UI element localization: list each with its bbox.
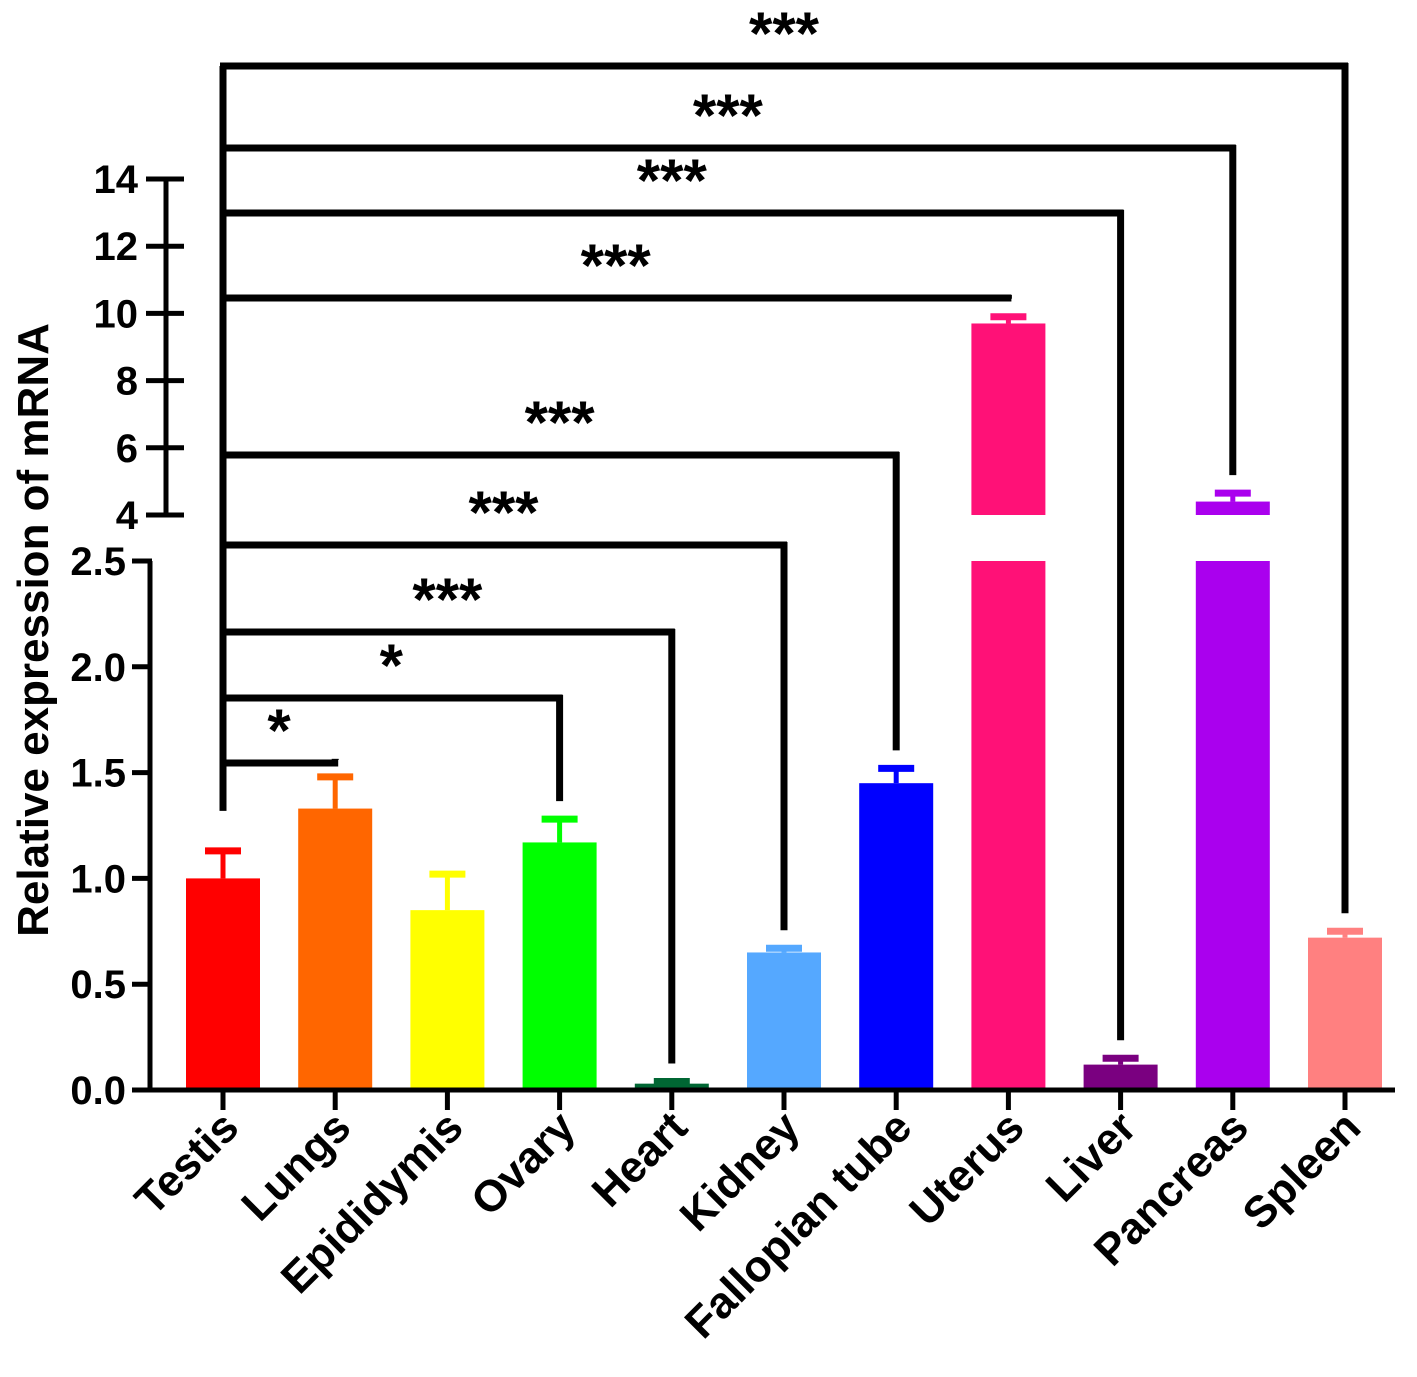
bar xyxy=(522,842,597,1090)
y-tick-label: 1.5 xyxy=(70,752,126,796)
bar-upper-segment xyxy=(971,323,1046,515)
bars xyxy=(186,313,1382,1090)
x-tick-label: Spleen xyxy=(1233,1102,1370,1239)
significance-label: * xyxy=(267,697,291,764)
y-tick-label: 2.5 xyxy=(70,540,126,584)
bar xyxy=(186,878,260,1090)
significance-label: *** xyxy=(525,389,596,456)
y-tick-label: 12 xyxy=(94,225,139,269)
bar xyxy=(1083,1064,1158,1090)
x-tick-label: Uterus xyxy=(900,1102,1033,1235)
bar xyxy=(859,783,934,1090)
bar xyxy=(410,910,485,1090)
bar xyxy=(971,561,1046,1090)
bar xyxy=(298,808,373,1090)
y-tick-label: 1.0 xyxy=(70,857,126,901)
significance-label: *** xyxy=(637,147,708,214)
y-tick-label: 6 xyxy=(116,427,138,471)
y-axis-title: Relative expression of mRNA xyxy=(9,323,58,937)
significance-label: *** xyxy=(749,0,820,67)
bar xyxy=(1195,561,1270,1090)
y-tick-label: 0.5 xyxy=(70,963,126,1007)
significance-label: *** xyxy=(468,479,539,546)
bar xyxy=(1308,937,1382,1090)
y-tick-label: 8 xyxy=(116,360,138,404)
x-tick-label: Ovary xyxy=(462,1102,585,1225)
y-tick-label: 14 xyxy=(94,158,139,202)
significance-label: *** xyxy=(581,232,652,299)
significance-label: * xyxy=(380,632,404,699)
bar xyxy=(747,952,821,1090)
significance-brackets: *********************** xyxy=(219,0,1349,1064)
x-tick-label: Testis xyxy=(126,1102,248,1224)
y-tick-label: 0.0 xyxy=(70,1069,126,1113)
y-tick-label: 2.0 xyxy=(70,646,126,690)
y-tick-label: 10 xyxy=(94,292,139,336)
bar-upper-segment xyxy=(1195,501,1270,515)
significance-label: *** xyxy=(412,566,483,633)
bar xyxy=(634,1083,709,1090)
significance-label: *** xyxy=(693,82,764,149)
y-tick-label: 4 xyxy=(116,494,139,538)
